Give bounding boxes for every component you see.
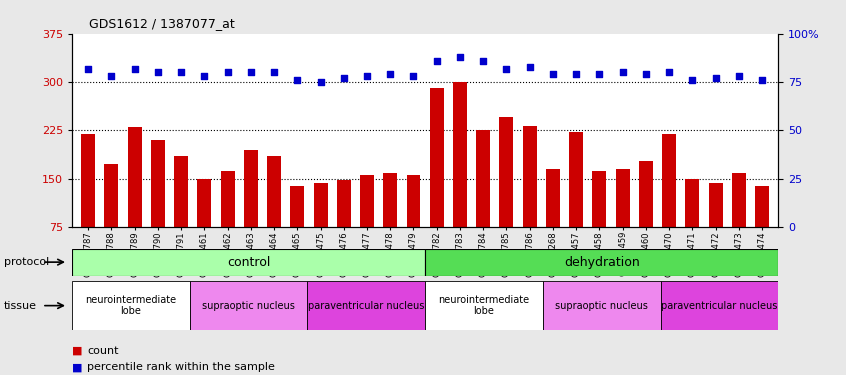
Bar: [407, 176, 420, 227]
Bar: [72, 281, 190, 330]
Point: [616, 69, 629, 75]
Text: ■: ■: [72, 346, 82, 355]
Point: [290, 77, 304, 83]
Bar: [360, 176, 374, 227]
Bar: [221, 171, 234, 227]
Bar: [426, 249, 778, 276]
Point: [128, 66, 141, 72]
Bar: [383, 174, 398, 227]
Point: [407, 73, 420, 79]
Point: [732, 73, 745, 79]
Bar: [190, 281, 307, 330]
Bar: [662, 134, 676, 227]
Bar: [197, 178, 212, 227]
Text: neurointermediate
lobe: neurointermediate lobe: [438, 295, 530, 316]
Bar: [151, 140, 165, 227]
Point: [151, 69, 165, 75]
Text: supraoptic nucleus: supraoptic nucleus: [555, 301, 648, 310]
Point: [755, 77, 769, 83]
Point: [360, 73, 374, 79]
Bar: [732, 174, 746, 227]
Point: [267, 69, 281, 75]
Bar: [661, 281, 778, 330]
Bar: [546, 169, 560, 227]
Bar: [616, 169, 629, 227]
Text: ■: ■: [72, 363, 82, 372]
Point: [221, 69, 234, 75]
Point: [430, 58, 443, 64]
Point: [81, 66, 95, 72]
Point: [547, 71, 560, 77]
Point: [569, 71, 583, 77]
Text: tissue: tissue: [4, 301, 37, 310]
Point: [383, 71, 397, 77]
Text: dehydration: dehydration: [563, 256, 640, 268]
Bar: [337, 180, 351, 227]
Text: supraoptic nucleus: supraoptic nucleus: [202, 301, 295, 310]
Bar: [267, 156, 281, 227]
Bar: [569, 132, 583, 227]
Bar: [307, 281, 426, 330]
Bar: [592, 171, 607, 227]
Text: percentile rank within the sample: percentile rank within the sample: [87, 363, 275, 372]
Text: protocol: protocol: [4, 257, 49, 267]
Text: paraventricular nucleus: paraventricular nucleus: [308, 301, 425, 310]
Point: [476, 58, 490, 64]
Bar: [685, 178, 700, 227]
Bar: [476, 130, 490, 227]
Bar: [430, 88, 443, 227]
Text: GDS1612 / 1387077_at: GDS1612 / 1387077_at: [89, 17, 234, 30]
Point: [337, 75, 350, 81]
Bar: [499, 117, 514, 227]
Point: [244, 69, 257, 75]
Bar: [639, 160, 653, 227]
Bar: [72, 249, 426, 276]
Text: paraventricular nucleus: paraventricular nucleus: [662, 301, 777, 310]
Bar: [426, 281, 543, 330]
Point: [639, 71, 652, 77]
Bar: [523, 126, 536, 227]
Point: [174, 69, 188, 75]
Point: [593, 71, 607, 77]
Point: [198, 73, 212, 79]
Bar: [543, 281, 661, 330]
Point: [453, 54, 467, 60]
Bar: [314, 183, 327, 227]
Bar: [174, 156, 188, 227]
Point: [314, 79, 327, 85]
Bar: [244, 150, 258, 227]
Point: [709, 75, 722, 81]
Bar: [755, 186, 769, 227]
Bar: [453, 82, 467, 227]
Text: count: count: [87, 346, 118, 355]
Bar: [709, 183, 722, 227]
Point: [105, 73, 118, 79]
Bar: [290, 186, 305, 227]
Bar: [81, 134, 95, 227]
Point: [685, 77, 699, 83]
Point: [523, 64, 536, 70]
Bar: [104, 164, 118, 227]
Text: neurointermediate
lobe: neurointermediate lobe: [85, 295, 176, 316]
Text: control: control: [227, 256, 270, 268]
Point: [662, 69, 676, 75]
Point: [500, 66, 514, 72]
Bar: [128, 127, 141, 227]
